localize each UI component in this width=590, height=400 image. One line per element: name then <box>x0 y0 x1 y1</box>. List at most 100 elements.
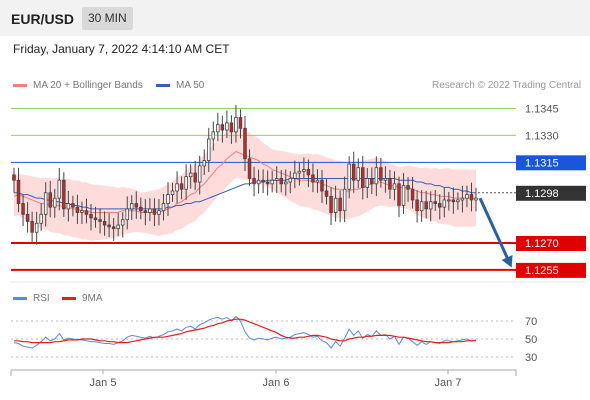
rsi-ma-swatch <box>62 297 76 300</box>
candle-body <box>401 185 406 206</box>
candle-body <box>21 203 25 215</box>
candle-body <box>197 165 202 183</box>
credit-text: Research © 2022 Trading Central <box>432 80 582 91</box>
level-label-1.1345: 1.1345 <box>525 104 559 116</box>
candle-body <box>392 183 397 190</box>
candle-body <box>43 192 48 215</box>
candle-body <box>57 179 62 199</box>
candle-body <box>216 124 220 133</box>
candle-body <box>25 213 30 222</box>
candle-body <box>143 210 148 213</box>
candle-body <box>469 194 474 201</box>
candle-body <box>356 167 360 181</box>
candle-body <box>207 138 211 161</box>
candle-body <box>225 122 229 131</box>
candle-body <box>98 219 102 222</box>
candle-body <box>329 195 333 213</box>
candle-body <box>66 203 71 210</box>
candle-body <box>175 183 179 192</box>
candle-body <box>442 199 447 208</box>
ma50-legend-label: MA 50 <box>176 80 205 91</box>
candle-body <box>438 203 442 208</box>
candle-body <box>297 170 302 174</box>
candle-body <box>107 224 111 228</box>
candle-body <box>270 179 274 185</box>
candle-body <box>125 208 129 221</box>
level-tag-1.1255 <box>516 262 586 278</box>
candle-body <box>451 199 456 203</box>
candle-body <box>256 179 261 185</box>
candle-body <box>148 208 152 213</box>
candle-body <box>474 197 478 201</box>
rsi-ma-legend-label: 9MA <box>82 293 103 304</box>
candle-body <box>460 197 465 201</box>
candle-body <box>261 179 265 183</box>
candle-body <box>166 194 170 204</box>
candle-body <box>184 176 188 190</box>
candle-body <box>84 210 89 215</box>
candle-body <box>447 199 451 202</box>
candle-body <box>419 201 424 212</box>
candle-body <box>274 178 279 181</box>
level-label-1.1330: 1.1330 <box>525 130 559 142</box>
candle-body <box>134 203 139 208</box>
candle-body <box>406 185 410 190</box>
candle-body <box>48 192 52 208</box>
candle-body <box>279 178 283 185</box>
candle-body <box>338 197 342 212</box>
forecast-arrow-head <box>501 255 513 268</box>
candle-body <box>374 167 379 185</box>
x-tick-label: Jan 5 <box>90 377 117 389</box>
candle-body <box>433 201 437 204</box>
rsi-tick-label: 50 <box>525 334 537 346</box>
candle-body <box>157 210 161 215</box>
candle-body <box>397 183 401 206</box>
candle-body <box>16 179 21 204</box>
level-tag-1.1270 <box>516 235 586 251</box>
candle-body <box>465 194 469 199</box>
candle-body <box>12 174 16 181</box>
candle-body <box>130 203 134 210</box>
candle-body <box>284 181 288 185</box>
candle-body <box>288 178 293 183</box>
candle-body <box>179 183 184 190</box>
candle-body <box>428 201 433 210</box>
level-label-1.1270: 1.1270 <box>525 238 559 250</box>
candle-body <box>93 217 98 221</box>
candle-body <box>302 169 306 172</box>
level-tag-1.1315 <box>516 155 586 171</box>
x-tick-label: Jan 7 <box>435 377 462 389</box>
symbol-label: EUR/USD <box>11 11 75 27</box>
candle-body <box>53 197 57 208</box>
candle-body <box>424 201 428 210</box>
candle-body <box>365 178 370 188</box>
candle-body <box>410 188 415 201</box>
candle-body <box>34 222 39 233</box>
candle-body <box>80 210 84 213</box>
candle-body <box>170 190 175 195</box>
x-tick-label: Jan 6 <box>263 377 290 389</box>
candle-body <box>370 178 374 185</box>
candle-body <box>324 190 329 197</box>
header-bar: EUR/USD 30 MIN <box>0 0 590 36</box>
candle-body <box>161 203 166 212</box>
candle-body <box>320 179 324 192</box>
candle-body <box>379 167 383 181</box>
candle-body <box>229 122 234 133</box>
candle-body <box>89 213 93 219</box>
level-label-1.1298: 1.1298 <box>525 188 559 200</box>
candle-body <box>75 206 80 213</box>
legend-ma20: MA 20 + Bollinger Bands <box>13 80 143 91</box>
candle-body <box>293 172 297 179</box>
candle-body <box>315 179 320 183</box>
level-label-1.1255: 1.1255 <box>525 265 559 277</box>
candle-body <box>415 199 419 212</box>
candle-body <box>333 197 338 213</box>
bollinger-band <box>14 125 476 241</box>
timeframe-button[interactable]: 30 MIN <box>82 7 133 30</box>
candle-body <box>252 178 256 185</box>
candle-body <box>111 226 116 230</box>
ma20-legend-label: MA 20 + Bollinger Bands <box>33 80 143 91</box>
candle-body <box>388 178 392 190</box>
level-tag-1.1298 <box>516 185 586 201</box>
